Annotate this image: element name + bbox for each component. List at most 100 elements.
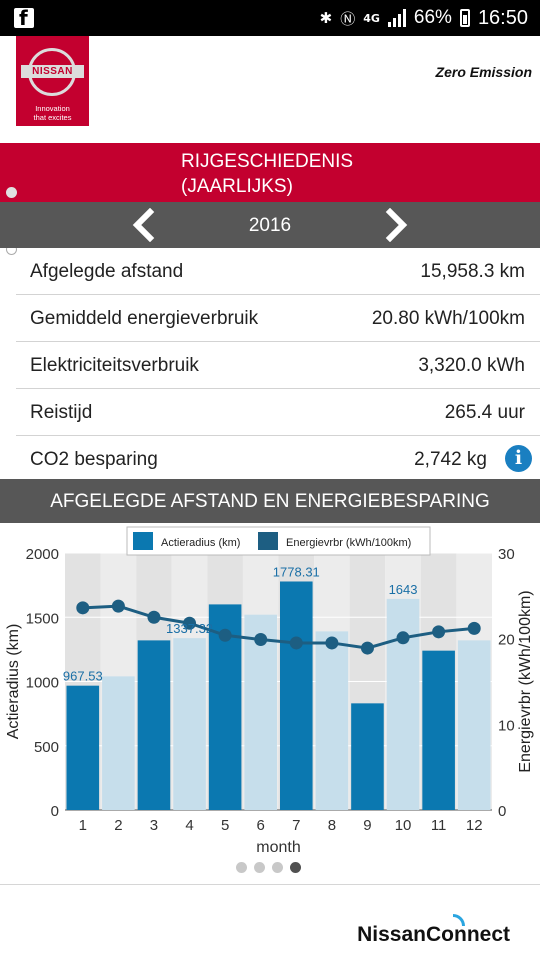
x-axis-title: month bbox=[256, 839, 300, 856]
connect-signal-icon bbox=[453, 914, 465, 926]
legend-box bbox=[126, 526, 431, 556]
info-icon[interactable]: i bbox=[505, 445, 532, 472]
stat-label: Elektriciteitsverbruik bbox=[30, 355, 199, 376]
x-tick-label: 6 bbox=[257, 817, 265, 834]
logo-brand: NISSAN bbox=[21, 65, 84, 78]
line-point bbox=[360, 641, 374, 655]
x-tick-label: 11 bbox=[431, 817, 447, 834]
page-title-line2: (JAARLIJKS) bbox=[181, 176, 293, 197]
pager-dot[interactable] bbox=[236, 862, 247, 873]
page-title-line1: RIJGESCHIEDENIS bbox=[181, 151, 354, 172]
selected-year: 2016 bbox=[248, 215, 292, 236]
legend-swatch bbox=[258, 532, 278, 550]
y-axis-title: Actieradius (km) bbox=[5, 624, 22, 740]
logo-tagline: Innovation that excites bbox=[16, 104, 89, 122]
bar bbox=[244, 614, 277, 810]
line-point bbox=[396, 631, 410, 645]
bar bbox=[66, 685, 100, 810]
y2-tick-label: 30 bbox=[498, 546, 515, 563]
page-title: RIJGESCHIEDENIS (JAARLIJKS) bbox=[0, 143, 540, 202]
y-tick-label: 2000 bbox=[26, 546, 59, 563]
bar bbox=[315, 631, 349, 810]
y-tick-label: 1000 bbox=[26, 675, 59, 692]
line-point bbox=[467, 621, 481, 635]
zero-emission-logo: Zero Emission bbox=[435, 64, 532, 80]
nfc-icon: Ⓝ bbox=[340, 9, 356, 28]
stat-label: CO2 besparing bbox=[30, 449, 158, 470]
bar bbox=[280, 581, 313, 810]
nissanconnect-part2: Connect bbox=[426, 923, 510, 946]
bar bbox=[173, 638, 206, 810]
data-label: 1337.32 bbox=[166, 621, 213, 636]
stat-value: 20.80 kWh/100km bbox=[371, 308, 525, 329]
stat-label: Gemiddeld energieverbruik bbox=[30, 308, 259, 329]
bar bbox=[102, 676, 135, 810]
y2-tick-label: 20 bbox=[498, 632, 515, 649]
status-bar: f ✱ Ⓝ 4G 66% 16:50 bbox=[0, 0, 540, 36]
facebook-icon: f bbox=[14, 6, 34, 30]
chart-section-title: AFGELEGDE AFSTAND EN ENERGIEBESPARING bbox=[50, 491, 490, 512]
nissanconnect-part1: Nissan bbox=[357, 923, 426, 946]
legend-swatch bbox=[133, 532, 153, 550]
y2-axis-title: Energievrbr (kWh/100km) bbox=[517, 590, 534, 772]
previous-year-button[interactable] bbox=[127, 208, 161, 242]
x-tick-label: 12 bbox=[466, 817, 483, 834]
stat-label: Reistijd bbox=[30, 402, 93, 423]
line-point bbox=[325, 636, 339, 650]
data-label: 1643 bbox=[389, 582, 418, 597]
y-tick-label: 1500 bbox=[26, 610, 59, 627]
line-point bbox=[289, 636, 303, 650]
y-tick-label: 500 bbox=[34, 739, 59, 756]
line-point bbox=[111, 599, 125, 613]
stat-row-distance: Afgelegde afstand 15,958.3 km bbox=[16, 248, 540, 295]
x-tick-label: 7 bbox=[292, 817, 300, 834]
line-point bbox=[254, 633, 268, 647]
line-point bbox=[76, 601, 90, 615]
x-tick-label: 5 bbox=[221, 817, 229, 834]
stat-row-energy-consumption: Gemiddeld energieverbruik 20.80 kWh/100k… bbox=[16, 295, 540, 342]
pager-dot-active[interactable] bbox=[290, 862, 301, 873]
pager-dot[interactable] bbox=[254, 862, 265, 873]
stat-row-electricity: Elektriciteitsverbruik 3,320.0 kWh bbox=[16, 342, 540, 389]
stat-value: 2,742 kg bbox=[414, 449, 487, 470]
pager-dot[interactable] bbox=[272, 862, 283, 873]
x-tick-label: 1 bbox=[79, 817, 87, 834]
next-year-button[interactable] bbox=[379, 208, 413, 242]
x-tick-label: 4 bbox=[185, 817, 193, 834]
x-tick-label: 9 bbox=[363, 817, 371, 834]
y-tick-label: 0 bbox=[51, 803, 59, 820]
legend-label: Energievrbr (kWh/100km) bbox=[286, 537, 411, 549]
x-tick-label: 3 bbox=[150, 817, 158, 834]
line-point bbox=[183, 616, 197, 630]
bar bbox=[386, 598, 420, 810]
logo-tagline-1: Innovation bbox=[35, 104, 70, 113]
chart-pager bbox=[236, 862, 301, 873]
stat-label: Afgelegde afstand bbox=[30, 261, 184, 282]
data-label: 967.53 bbox=[63, 669, 103, 684]
side-pager-dot[interactable] bbox=[6, 187, 17, 198]
clock: 16:50 bbox=[477, 6, 528, 29]
battery-percent: 66% bbox=[413, 7, 452, 28]
bluetooth-icon: ✱ bbox=[319, 9, 333, 27]
x-tick-label: 2 bbox=[114, 817, 122, 834]
chart-section-header: AFGELEGDE AFSTAND EN ENERGIEBESPARING bbox=[0, 479, 540, 523]
bar bbox=[137, 640, 171, 810]
combo-chart: 0 500 1000 1500 2000 0 10 20 30 967.53 1337.32 1778… bbox=[5, 526, 534, 856]
app-header: NISSAN Innovation that excites Zero Emis… bbox=[0, 36, 540, 147]
y2-tick-label: 0 bbox=[498, 803, 506, 820]
x-tick-label: 8 bbox=[328, 817, 336, 834]
line-point bbox=[218, 628, 232, 642]
status-icons: ✱ Ⓝ 4G 66% 16:50 bbox=[320, 0, 528, 36]
y2-tick-label: 10 bbox=[498, 717, 515, 734]
legend-label: Actieradius (km) bbox=[161, 537, 240, 549]
x-tick-label: 10 bbox=[395, 817, 412, 834]
chevron-right-icon bbox=[385, 208, 408, 242]
logo-tagline-2: that excites bbox=[33, 113, 72, 122]
chart-area: 0 500 1000 1500 2000 0 10 20 30 967.53 1337.32 1778… bbox=[0, 523, 540, 883]
stat-row-co2: CO2 besparing 2,742 kg i bbox=[16, 436, 540, 482]
year-selector: 2016 bbox=[0, 202, 540, 248]
nissan-logo: NISSAN Innovation that excites bbox=[16, 36, 89, 126]
stat-value: 265.4 uur bbox=[444, 402, 525, 423]
battery-icon bbox=[459, 9, 470, 27]
stat-value: 15,958.3 km bbox=[420, 261, 525, 282]
